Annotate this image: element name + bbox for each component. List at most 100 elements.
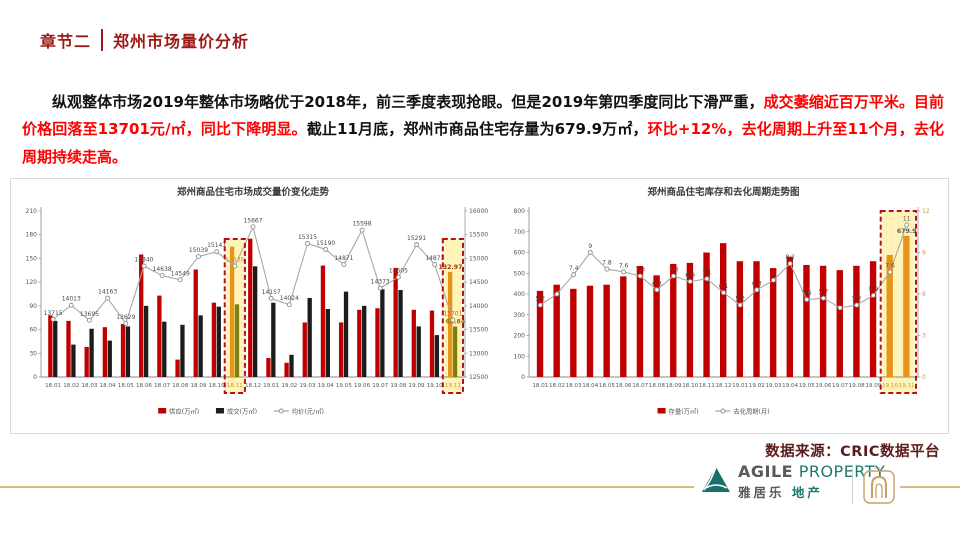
bar [836, 270, 843, 377]
line-value-label: 6.1 [719, 283, 729, 290]
line-value-label: 14838 [225, 257, 244, 264]
bar [362, 305, 367, 377]
line-value-label: 15039 [189, 247, 208, 254]
footer-divider [852, 468, 853, 504]
bar [325, 309, 331, 377]
line-value-label: 5 [838, 298, 842, 305]
svg-text:19.06: 19.06 [354, 383, 370, 389]
bar [620, 276, 627, 377]
chart-title: 郑州商品住宅市场成交量价变化走势 [177, 186, 330, 198]
svg-text:19.04: 19.04 [782, 383, 798, 389]
svg-text:去化周期(月): 去化周期(月) [733, 407, 769, 416]
bar [234, 304, 240, 377]
line-marker [754, 287, 760, 293]
line-value-label: 15598 [352, 221, 371, 228]
line-marker [232, 263, 238, 269]
line-marker [395, 274, 401, 280]
footer-gold-line-right [900, 486, 960, 488]
bar [216, 306, 221, 377]
line-value-label: 14871 [334, 255, 353, 262]
line-value-label: 14013 [62, 296, 81, 303]
svg-text:18.01: 18.01 [45, 383, 61, 389]
line-marker [671, 273, 676, 279]
bar [448, 271, 453, 377]
svg-text:18.07: 18.07 [154, 383, 170, 389]
line-marker [621, 269, 627, 275]
bar [375, 308, 380, 377]
line-marker [687, 279, 693, 285]
svg-text:18.04: 18.04 [582, 383, 598, 389]
bar [302, 322, 307, 377]
bar [343, 291, 349, 377]
line-value-label: 13715 [44, 310, 63, 317]
bar [320, 265, 326, 377]
line-value-label: 6.3 [752, 280, 762, 287]
svg-text:14000: 14000 [469, 303, 488, 310]
svg-text:18.05: 18.05 [118, 383, 134, 389]
line-value-label: 14163 [98, 289, 117, 296]
svg-text:210: 210 [26, 208, 38, 215]
line-marker [887, 269, 893, 275]
line-value-label: 6.3 [652, 280, 662, 287]
bar [357, 309, 362, 377]
svg-text:18.03: 18.03 [566, 383, 582, 389]
line-value-label: 6.9 [685, 272, 695, 279]
svg-text:均价(元/㎡): 均价(元/㎡) [292, 407, 324, 416]
chart-legend: 供应(万㎡) 成交(万㎡) 均价(元/㎡) [158, 407, 324, 416]
bar [307, 297, 312, 377]
line-value-label: 15291 [407, 235, 426, 242]
line-value-label: 5.7 [819, 289, 829, 296]
line-value-label: 13695 [80, 311, 99, 318]
svg-text:18.01: 18.01 [532, 383, 548, 389]
line-value-label: 13701 [443, 311, 462, 318]
line-marker [704, 276, 710, 282]
x-axis-labels: 18.01 18.02 18.03 18.04 18.05 18.06 18.07 18.08… [45, 383, 461, 389]
bar-value-label: 63.84 [446, 319, 466, 326]
bar [248, 238, 253, 377]
line-value-label: 15667 [243, 217, 262, 224]
bar [853, 265, 860, 377]
svg-text:18.11: 18.11 [227, 383, 243, 389]
bar [157, 295, 162, 377]
bar [53, 320, 58, 377]
line-marker [737, 302, 743, 308]
svg-text:400: 400 [514, 291, 526, 298]
svg-text:300: 300 [514, 312, 526, 319]
line-marker [837, 305, 843, 311]
svg-text:18.10: 18.10 [209, 383, 225, 389]
svg-text:18.04: 18.04 [100, 383, 116, 389]
bar [48, 315, 53, 377]
bar [803, 264, 810, 377]
svg-text:19.05: 19.05 [799, 383, 815, 389]
line-value-label: 7.4 [569, 265, 579, 272]
bar [338, 322, 344, 377]
bar [193, 269, 198, 377]
svg-text:18.08: 18.08 [649, 383, 665, 389]
svg-text:6: 6 [922, 291, 926, 298]
bar-value-label: 132.97 [439, 264, 463, 271]
svg-text:18.06: 18.06 [616, 383, 632, 389]
line-marker [820, 295, 826, 301]
line-marker [214, 249, 220, 255]
svg-text:60: 60 [29, 327, 37, 334]
bar [139, 254, 144, 377]
data-source-note: 数据来源：CRIC数据平台 [765, 444, 940, 460]
svg-text:18.03: 18.03 [81, 383, 97, 389]
brand-emblem-icon [862, 465, 896, 509]
svg-text:18.10: 18.10 [682, 383, 698, 389]
svg-text:19.10: 19.10 [427, 383, 443, 389]
bar [686, 262, 694, 377]
bar [162, 321, 167, 377]
line-marker [196, 254, 201, 260]
summary-segment: 环比+12%，去化周期上升至11个月，去化周期持续走高。 [22, 120, 944, 166]
bar [553, 284, 560, 377]
chart-legend: 存量(万㎡) 去化周期(月) [657, 407, 770, 416]
inventory-cycle-chart: 郑州商品住宅库存和去化周期走势图 0 100 200 300 400 500 600 700 80… [514, 186, 930, 416]
svg-text:19.06: 19.06 [815, 383, 831, 389]
trend-line: 5.2 7.4 9 7.8 7.6 7.3 6.3 7.3 6.9 7.1 6.1 5.2 6.3 7 8.… [536, 215, 911, 311]
line-marker [341, 262, 347, 267]
line-marker [787, 261, 793, 267]
bar [636, 265, 644, 377]
svg-text:13000: 13000 [469, 350, 488, 357]
line-marker [159, 273, 165, 279]
